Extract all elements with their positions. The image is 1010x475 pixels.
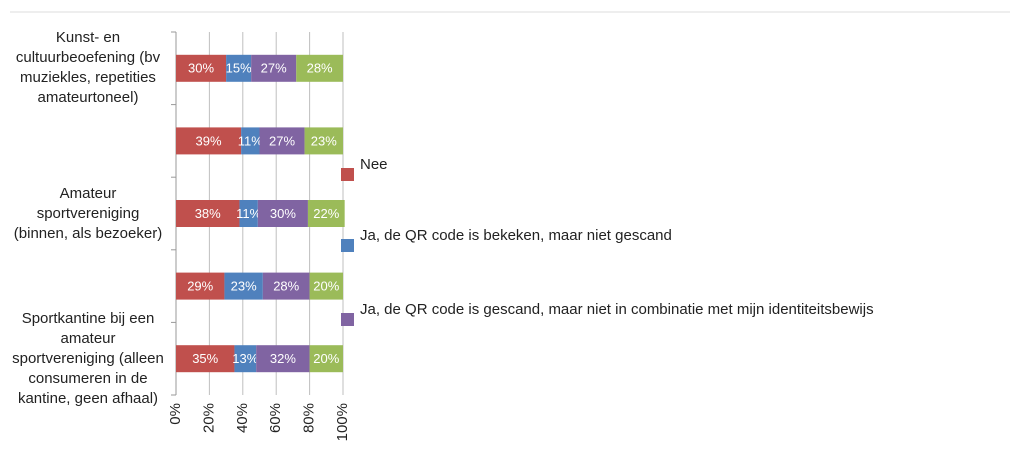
- category-label: Amateur sportvereniging (binnen, als bez…: [13, 184, 163, 242]
- data-label: 23%: [311, 133, 337, 148]
- bar-segment: [309, 345, 343, 373]
- bar-segment: [256, 345, 310, 373]
- category-label: Kunst- en cultuurbeoefening (bv muziekle…: [15, 29, 161, 107]
- bar-segment: [226, 54, 252, 82]
- data-label: 20%: [313, 279, 339, 294]
- data-label: 22%: [313, 206, 339, 221]
- legend-marker: [341, 313, 354, 326]
- x-tick-label: 40%: [234, 403, 251, 433]
- legend-label: Ja, de QR code is bekeken, maar niet ges…: [360, 227, 672, 244]
- bar-segment: [307, 200, 345, 227]
- x-tick-label: 100%: [334, 403, 351, 441]
- data-label: 38%: [195, 206, 221, 221]
- data-label: 23%: [231, 279, 257, 294]
- data-label: 27%: [269, 133, 295, 148]
- bar-segment: [309, 272, 343, 300]
- data-label: 30%: [270, 206, 296, 221]
- legend-label: Ja, de QR code is gescand, maar niet in …: [360, 301, 874, 318]
- category-label: Sportkantine bij een amateur sportvereni…: [12, 309, 164, 407]
- data-label: 13%: [232, 351, 258, 366]
- bar-segment: [176, 127, 242, 155]
- bar-segment: [176, 345, 235, 373]
- bar-segment: [176, 200, 240, 227]
- data-label: 11%: [238, 133, 263, 148]
- bar-segment: [224, 272, 263, 300]
- x-tick-label: 20%: [200, 403, 217, 433]
- data-label: 28%: [307, 61, 333, 76]
- bar-segment: [259, 127, 305, 155]
- data-label: 32%: [270, 351, 296, 366]
- data-label: 35%: [192, 351, 218, 366]
- bar-segment: [234, 345, 257, 373]
- data-label: 15%: [226, 61, 252, 76]
- data-label: 27%: [261, 61, 287, 76]
- legend-marker: [341, 239, 354, 252]
- bar-segment: [304, 127, 343, 155]
- bar-segment: [257, 200, 308, 227]
- bar-segment: [241, 127, 260, 155]
- data-label: 11%: [236, 206, 261, 221]
- bar-segment: [251, 54, 297, 82]
- x-tick-label: 0%: [167, 403, 184, 425]
- legend-marker: [341, 168, 354, 181]
- bar-segment: [176, 54, 227, 82]
- bar-segment: [239, 200, 258, 227]
- bar-segment: [176, 272, 225, 300]
- data-label: 29%: [187, 279, 213, 294]
- data-label: 39%: [196, 133, 222, 148]
- x-tick-label: 60%: [267, 403, 284, 433]
- bar-segment: [296, 54, 343, 82]
- data-label: 30%: [188, 61, 214, 76]
- legend-label: Nee: [360, 156, 388, 173]
- data-label: 28%: [273, 279, 299, 294]
- x-tick-label: 80%: [301, 403, 318, 433]
- data-label: 20%: [313, 351, 339, 366]
- bar-segment: [262, 272, 310, 300]
